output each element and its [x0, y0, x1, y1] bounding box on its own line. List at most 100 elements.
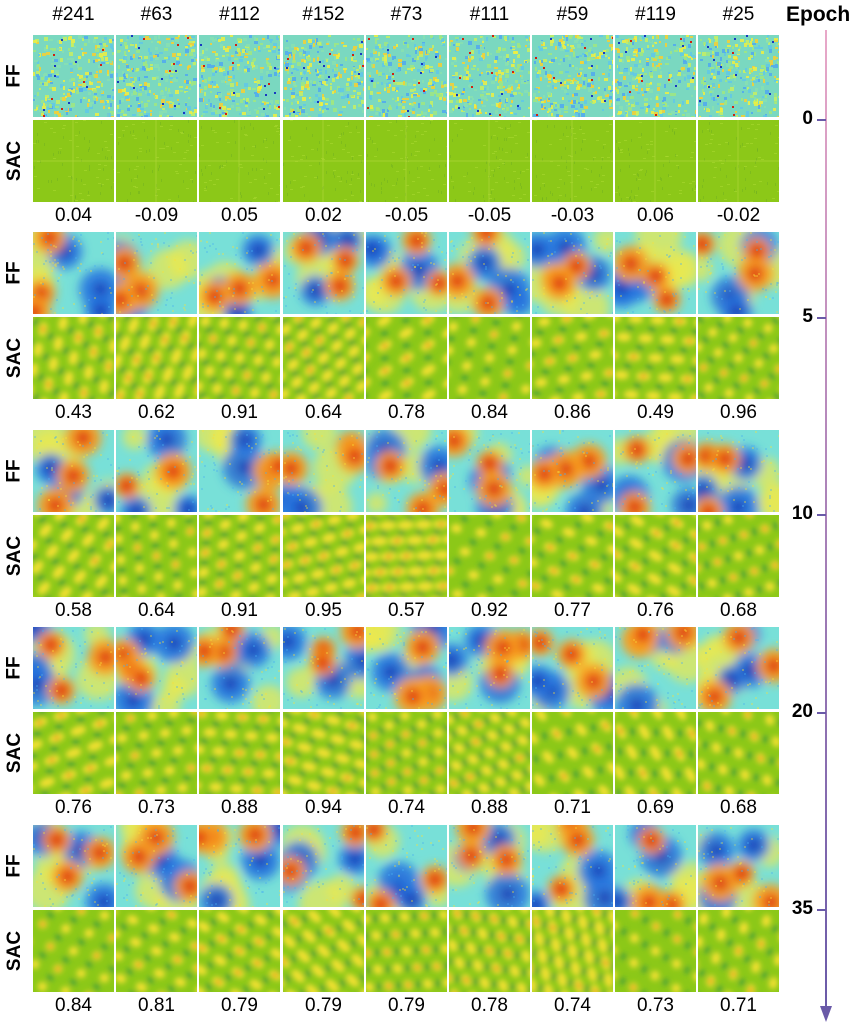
ff-ratemap-tile: [199, 232, 280, 314]
sac-autocorrelogram-tile: [698, 515, 779, 597]
row-label-text: SAC: [4, 140, 25, 182]
gridness-score: 0.92: [471, 600, 508, 621]
column-header: #241: [52, 4, 95, 25]
gridness-score: 0.96: [720, 402, 757, 423]
gridness-score: 0.05: [221, 205, 258, 226]
ff-ratemap-tile: [33, 35, 114, 117]
gridness-score: 0.74: [554, 995, 591, 1016]
ff-ratemap-tile: [532, 430, 613, 512]
ff-ratemap-tile: [283, 35, 364, 117]
sac-autocorrelogram-tile: [283, 317, 364, 399]
row-label-ff: FF: [3, 825, 27, 907]
column-header: #112: [219, 4, 260, 25]
sac-autocorrelogram-tile: [615, 120, 696, 202]
row-label-text: FF: [4, 459, 25, 483]
ff-ratemap-tile: [615, 627, 696, 709]
gridness-score: 0.76: [55, 797, 92, 818]
sac-autocorrelogram-tile: [283, 120, 364, 202]
sac-autocorrelogram-tile: [33, 515, 114, 597]
gridness-score: 0.78: [388, 402, 425, 423]
gridness-score: 0.79: [388, 995, 425, 1016]
sac-autocorrelogram-tile: [615, 712, 696, 794]
sac-autocorrelogram-tile: [532, 910, 613, 992]
gridness-score: 0.88: [471, 797, 508, 818]
ff-ratemap-tile: [366, 430, 447, 512]
ff-ratemap-tile: [449, 232, 530, 314]
ff-ratemap-tile: [116, 232, 197, 314]
sac-autocorrelogram-tile: [698, 910, 779, 992]
gridness-score: 0.06: [637, 205, 674, 226]
column-header: #73: [390, 4, 423, 25]
epoch-tick-label: 5: [802, 306, 813, 327]
gridness-score: 0.78: [471, 995, 508, 1016]
gridness-score: 0.43: [55, 402, 92, 423]
row-label-text: SAC: [4, 930, 25, 972]
gridness-score: -0.03: [550, 205, 595, 226]
gridness-score: 0.84: [55, 995, 92, 1016]
gridness-score: 0.68: [720, 797, 757, 818]
sac-autocorrelogram-tile: [366, 120, 447, 202]
gridness-score: 0.64: [305, 402, 342, 423]
gridness-score: 0.73: [637, 995, 674, 1016]
sac-autocorrelogram-tile: [283, 910, 364, 992]
ff-ratemap-tile: [199, 35, 280, 117]
gridness-score: 0.62: [138, 402, 175, 423]
sac-autocorrelogram-tile: [283, 515, 364, 597]
sac-autocorrelogram-tile: [116, 515, 197, 597]
gridness-score: -0.05: [467, 205, 512, 226]
ff-ratemap-tile: [33, 825, 114, 907]
row-label-ff: FF: [3, 430, 27, 512]
epoch-tick-label: 20: [791, 701, 813, 722]
sac-autocorrelogram-tile: [449, 317, 530, 399]
gridness-score: 0.94: [305, 797, 342, 818]
ff-ratemap-tile: [449, 825, 530, 907]
sac-autocorrelogram-tile: [615, 910, 696, 992]
column-header: #119: [635, 4, 676, 25]
row-label-text: FF: [4, 261, 25, 285]
gridness-score: 0.71: [554, 797, 591, 818]
column-header: #111: [469, 4, 510, 25]
epoch-axis-line: [825, 30, 827, 1008]
sac-autocorrelogram-tile: [199, 712, 280, 794]
ff-ratemap-tile: [532, 232, 613, 314]
column-header: #152: [302, 4, 345, 25]
gridness-score: 0.71: [720, 995, 757, 1016]
gridness-score: 0.04: [55, 205, 92, 226]
gridness-score: 0.91: [221, 402, 258, 423]
ff-ratemap-tile: [698, 232, 779, 314]
gridness-score: 0.02: [305, 205, 342, 226]
ff-ratemap-tile: [116, 35, 197, 117]
column-header: #25: [722, 4, 755, 25]
sac-autocorrelogram-tile: [532, 515, 613, 597]
sac-autocorrelogram-tile: [615, 515, 696, 597]
gridness-score: 0.84: [471, 402, 508, 423]
sac-autocorrelogram-tile: [199, 120, 280, 202]
ff-ratemap-tile: [283, 232, 364, 314]
gridness-score: 0.79: [305, 995, 342, 1016]
epoch-tick-label: 35: [791, 898, 813, 919]
sac-autocorrelogram-tile: [199, 910, 280, 992]
ff-ratemap-tile: [283, 825, 364, 907]
gridness-score: 0.88: [221, 797, 258, 818]
epoch-axis: [817, 30, 832, 1022]
row-label-ff: FF: [3, 35, 27, 117]
sac-autocorrelogram-tile: [116, 712, 197, 794]
row-label-text: SAC: [4, 535, 25, 577]
gridness-score: 0.57: [388, 600, 425, 621]
sac-autocorrelogram-tile: [199, 515, 280, 597]
row-label-sac: SAC: [3, 317, 27, 399]
gridness-score: 0.77: [554, 600, 591, 621]
ff-ratemap-tile: [698, 35, 779, 117]
sac-autocorrelogram-tile: [116, 910, 197, 992]
sac-autocorrelogram-tile: [449, 120, 530, 202]
gridness-score: 0.74: [388, 797, 425, 818]
sac-autocorrelogram-tile: [366, 515, 447, 597]
row-label-text: FF: [4, 656, 25, 680]
gridness-score: 0.58: [55, 600, 92, 621]
ff-ratemap-tile: [449, 627, 530, 709]
sac-autocorrelogram-tile: [532, 712, 613, 794]
sac-autocorrelogram-tile: [33, 317, 114, 399]
sac-autocorrelogram-tile: [532, 120, 613, 202]
ff-ratemap-tile: [615, 35, 696, 117]
sac-autocorrelogram-tile: [698, 317, 779, 399]
